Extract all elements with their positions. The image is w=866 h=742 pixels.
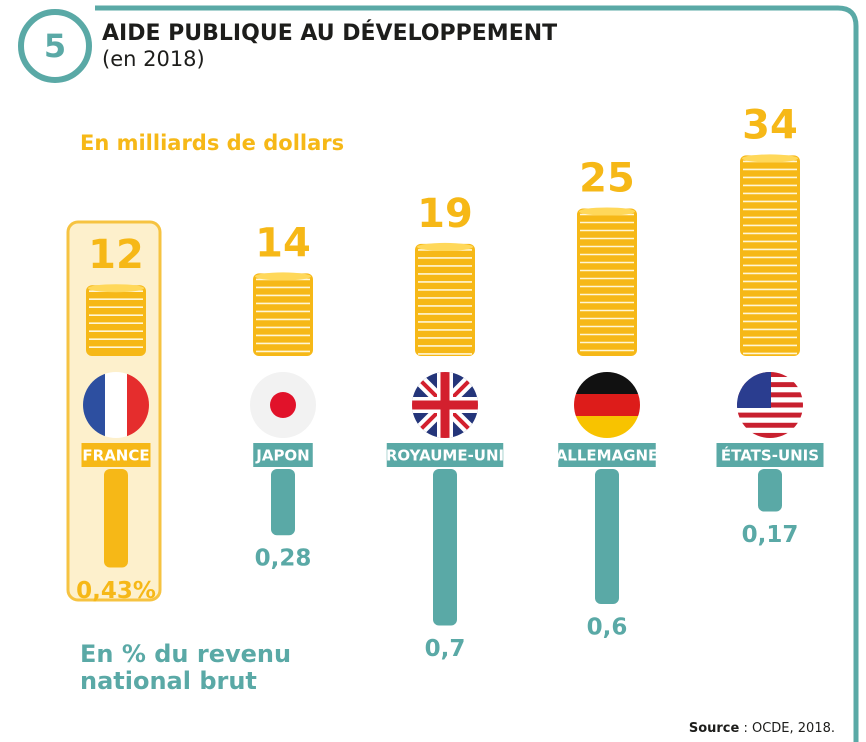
coin-stack	[253, 272, 313, 356]
bar-value: 0,6	[587, 615, 628, 641]
coin-top	[417, 242, 473, 251]
bar	[595, 469, 619, 604]
flag-part	[574, 372, 640, 394]
bar	[104, 469, 128, 568]
bar	[271, 469, 295, 536]
bar	[433, 469, 457, 626]
category-label: ALLEMAGNE	[556, 447, 659, 465]
chart-subtitle: (en 2018)	[102, 47, 205, 71]
flag-part	[737, 412, 803, 418]
bar-value: 0,7	[425, 636, 466, 662]
coin-top	[579, 207, 635, 216]
coins-label: En milliards de dollars	[80, 131, 344, 155]
flag-part	[105, 372, 127, 438]
source-text: : OCDE, 2018.	[739, 721, 835, 736]
coin-top	[742, 154, 798, 163]
bar-value: 0,28	[255, 546, 312, 572]
coin-stack-body	[86, 285, 146, 356]
badge	[18, 9, 92, 83]
chart-title: AIDE PUBLIQUE AU DÉVELOPPEMENT	[102, 20, 557, 46]
flag	[83, 372, 149, 438]
flag-part	[127, 372, 149, 438]
coin-value: 25	[579, 156, 635, 202]
category-pill	[716, 443, 824, 467]
flag-part	[83, 372, 105, 438]
category-label: ROYAUME-UNI	[386, 447, 504, 465]
flag-part	[574, 394, 640, 416]
coin-stack	[415, 242, 475, 356]
flag-part	[270, 392, 296, 418]
flag	[737, 372, 803, 438]
coin-stack	[740, 154, 800, 356]
coin-top	[88, 284, 144, 293]
coin-stack-body	[415, 243, 475, 356]
coin-stack	[577, 207, 637, 356]
flag-part	[737, 417, 803, 423]
flag-part	[737, 432, 803, 438]
coin-value: 19	[417, 191, 473, 237]
coin-top	[255, 272, 311, 281]
category-pill	[386, 443, 504, 467]
flag	[250, 372, 316, 438]
bar	[758, 469, 782, 512]
bar-value: 0,43%	[76, 578, 156, 604]
coin-value: 34	[742, 102, 798, 148]
flag-part	[737, 407, 803, 413]
category-label: ÉTATS-UNIS	[721, 446, 819, 465]
category-pill	[558, 443, 656, 467]
frame	[95, 5, 859, 742]
bar-value: 0,17	[742, 522, 799, 548]
flag-part	[737, 422, 803, 428]
badge-number: 5	[44, 27, 66, 65]
flag-part	[737, 372, 771, 408]
flag-part	[574, 416, 640, 438]
coin-stack	[86, 284, 146, 356]
flag	[574, 372, 640, 438]
flag-part	[412, 372, 478, 438]
category-pill	[81, 443, 151, 467]
source-label: Source	[689, 721, 740, 736]
category-pill	[253, 443, 313, 467]
bars-label-line: national brut	[80, 667, 257, 695]
coin-value: 12	[88, 232, 144, 278]
bars-label-line: En % du revenu	[80, 640, 291, 668]
source: Source : OCDE, 2018.	[689, 721, 835, 736]
flag	[412, 372, 478, 438]
coin-value: 14	[255, 220, 311, 266]
flag-part	[737, 427, 803, 433]
category-label: FRANCE	[82, 447, 149, 465]
category-label: JAPON	[255, 447, 310, 465]
bars-label: En % du revenu national brut	[80, 640, 299, 695]
